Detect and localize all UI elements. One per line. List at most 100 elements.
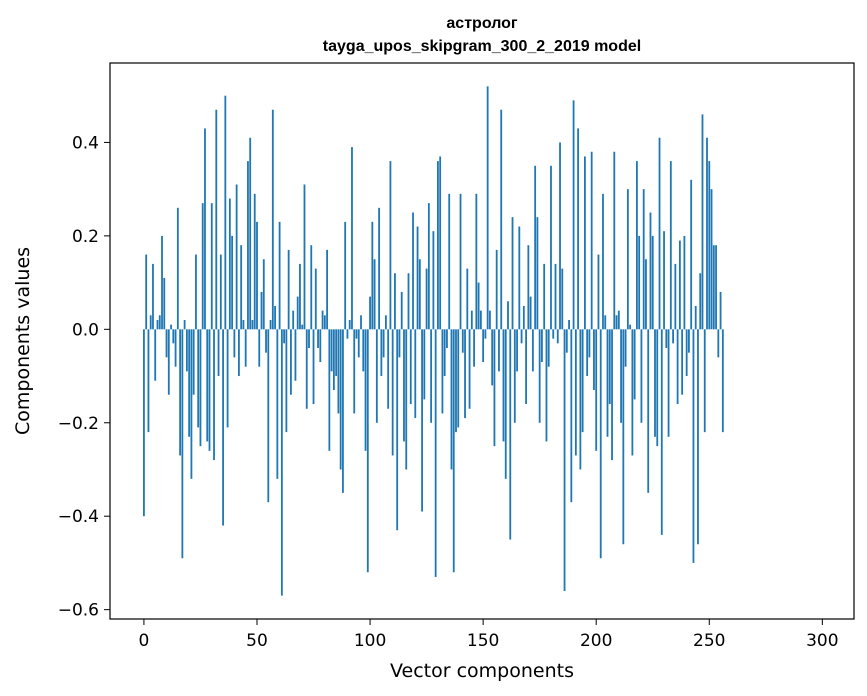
bar-component-142 [464,329,466,419]
bar-component-165 [516,329,518,372]
bar-component-120 [414,329,417,419]
bar-component-129 [434,329,437,577]
bar-component-232 [667,329,670,437]
bar-component-62 [283,329,286,344]
bar-component-12 [170,324,172,330]
x-tick-label: 100 [354,631,386,651]
bar-component-96 [360,315,362,330]
bar-component-78 [319,329,322,363]
bar-component-240 [685,329,688,377]
bar-component-197 [588,329,591,358]
bar-component-199 [593,329,595,391]
bar-component-47 [249,137,252,330]
bar-component-160 [504,329,507,479]
bar-component-180 [550,165,552,330]
bar-component-149 [479,310,482,330]
bar-component-168 [522,305,525,330]
bar-component-222 [645,259,647,330]
bar-component-167 [520,329,523,344]
y-tick-label: −0.2 [58,414,99,434]
bar-component-97 [362,329,365,372]
bar-component-85 [335,329,338,377]
bar-component-66 [292,310,295,330]
bar-component-26 [201,203,204,330]
bar-component-224 [649,212,652,330]
bar-component-125 [425,268,428,330]
bar-component-174 [536,217,539,330]
bar-component-52 [260,291,263,330]
bar-component-237 [678,240,681,330]
bar-component-102 [373,259,376,330]
bar-component-10 [165,329,168,358]
bar-component-221 [642,189,645,330]
bar-component-134 [446,329,448,349]
y-tick-label: −0.6 [58,601,99,621]
bar-component-65 [290,329,292,395]
bar-component-92 [351,147,353,330]
bar-component-15 [176,207,179,330]
bar-component-158 [500,109,503,330]
bar-component-170 [527,245,530,330]
bar-component-48 [251,319,254,330]
bar-component-126 [427,203,430,330]
bar-component-57 [271,109,274,330]
bar-component-225 [651,235,654,330]
x-tick-label: 0 [139,631,150,651]
bar-component-164 [513,329,516,423]
bar-component-39 [231,235,234,330]
bar-component-190 [572,100,575,330]
bar-component-213 [624,329,627,367]
bar-component-109 [389,161,392,330]
bar-component-206 [608,329,611,405]
bar-component-104 [378,207,381,330]
x-tick-label: 150 [467,631,499,651]
bar-component-256 [721,329,724,433]
bar-component-252 [712,245,715,330]
x-tick-label: 250 [693,631,725,651]
y-tick-label: 0.2 [72,227,99,247]
bar-component-74 [310,245,313,330]
bar-component-53 [262,259,265,330]
bar-component-176 [541,329,543,363]
bar-component-211 [620,329,622,423]
bar-component-8 [161,235,163,330]
bar-component-183 [556,329,559,344]
bar-component-69 [299,263,301,330]
bar-component-244 [694,305,697,330]
bar-component-94 [355,329,358,339]
bar-component-101 [371,221,374,330]
bar-component-226 [654,329,656,437]
y-axis-label: Components values [12,247,34,435]
bar-component-143 [466,268,469,330]
bar-component-25 [199,329,202,447]
bar-component-249 [706,137,708,330]
bar-component-73 [308,329,310,349]
bar-component-139 [457,329,460,428]
bar-component-23 [195,254,197,330]
bar-component-81 [326,249,328,330]
bar-component-2 [147,329,150,433]
bar-component-182 [554,263,557,330]
bar-component-70 [301,324,304,330]
bar-component-141 [461,329,464,353]
chart-title-line-2: tayga_upos_skipgram_300_2_2019 model [323,38,641,55]
bar-component-233 [669,161,672,330]
bar-component-7 [158,315,161,330]
bar-component-88 [342,329,344,493]
bar-component-173 [534,165,537,330]
bar-component-36 [224,95,227,330]
bar-component-32 [215,109,218,330]
bar-component-196 [586,329,589,377]
bar-component-46 [247,161,249,330]
bar-component-154 [491,329,494,386]
bar-component-108 [387,329,390,409]
bar-component-209 [615,315,618,330]
bar-component-60 [278,221,281,330]
bar-component-119 [412,212,414,330]
bar-component-238 [681,329,684,395]
bar-component-243 [692,329,695,563]
bar-component-75 [312,329,315,405]
bar-component-33 [217,329,220,377]
bar-component-106 [382,329,385,358]
bar-component-220 [640,329,643,423]
